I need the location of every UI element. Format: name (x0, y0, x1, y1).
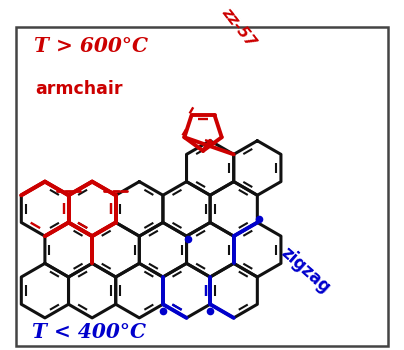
Text: armchair: armchair (36, 80, 123, 98)
Text: T < 400°C: T < 400°C (32, 322, 146, 342)
Text: T > 600°C: T > 600°C (34, 36, 147, 56)
Text: zz-57: zz-57 (219, 5, 259, 49)
Text: zigzag: zigzag (278, 243, 334, 296)
